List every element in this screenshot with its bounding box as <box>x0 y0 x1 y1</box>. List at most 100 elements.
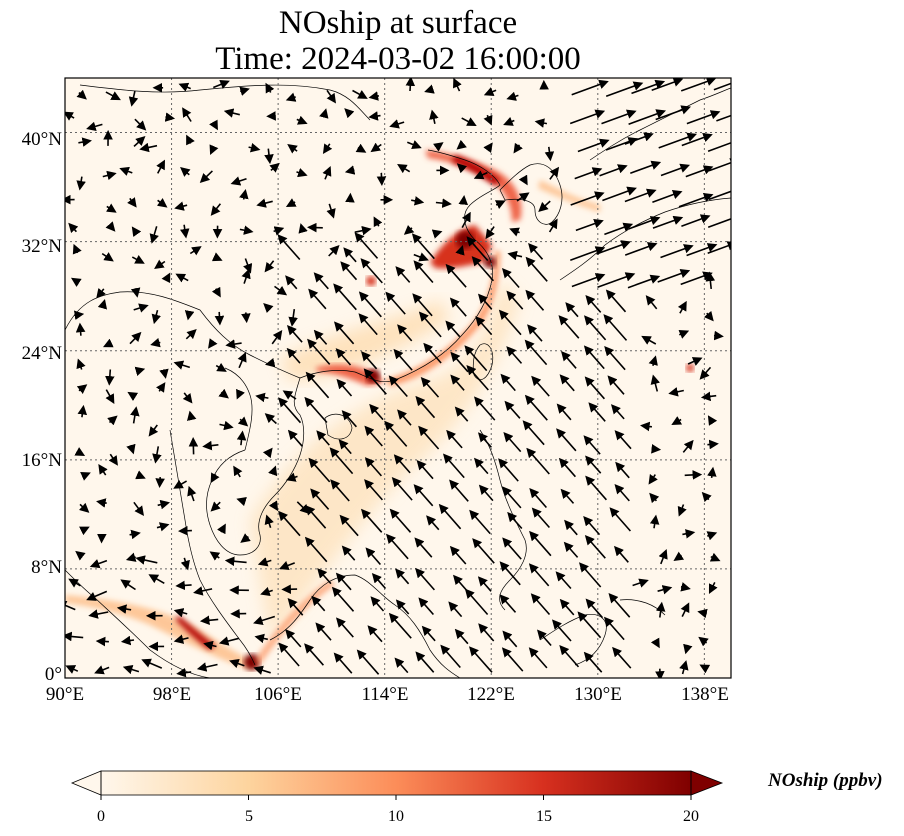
wind-arrow <box>556 428 577 452</box>
wind-arrow <box>254 633 268 644</box>
wind-arrow <box>328 245 340 257</box>
wind-arrow <box>122 664 140 675</box>
wind-arrow <box>450 374 465 391</box>
wind-arrow <box>500 373 516 392</box>
wind-arrow <box>70 277 82 287</box>
wind-arrow <box>131 255 145 264</box>
wind-arrow <box>421 625 436 642</box>
wind-arrow <box>624 242 658 256</box>
wind-arrow <box>706 531 718 541</box>
wind-arrow <box>570 191 605 206</box>
wind-arrow <box>574 167 603 180</box>
wind-arrow <box>120 635 135 646</box>
wind-arrow <box>413 252 429 262</box>
wind-arrow <box>236 388 245 400</box>
wind-arrow <box>393 454 411 474</box>
wind-arrow <box>240 533 251 543</box>
wind-arrow <box>196 662 218 672</box>
wind-arrow <box>385 533 409 560</box>
lon-tick-90e: 90°E <box>45 684 85 705</box>
wind-arrow <box>701 491 712 503</box>
title-line-2: Time: 2024-03-02 16:00:00 <box>215 41 581 77</box>
colorbar <box>70 770 724 800</box>
wind-arrow <box>385 291 406 315</box>
wind-arrow <box>403 224 415 235</box>
wind-arrow <box>559 374 575 392</box>
wind-arrow <box>668 387 684 397</box>
wind-arrow <box>577 611 602 639</box>
wind-arrow <box>65 631 84 642</box>
wind-arrow <box>571 79 609 96</box>
wind-arrow <box>571 273 606 288</box>
wind-arrow <box>655 105 692 121</box>
wind-arrow <box>282 390 297 400</box>
wind-arrow <box>395 599 410 615</box>
wind-arrow <box>296 115 308 125</box>
wind-arrow <box>371 572 387 590</box>
wind-arrow <box>211 286 221 298</box>
wind-arrow <box>233 465 243 478</box>
wind-arrow <box>313 329 328 345</box>
wind-arrow <box>239 225 254 235</box>
wind-arrow <box>257 557 272 567</box>
wind-arrow <box>352 89 368 99</box>
wind-arrow <box>473 396 496 421</box>
wind-arrow <box>210 203 222 216</box>
wind-arrow <box>335 348 352 366</box>
wind-arrow <box>130 287 141 298</box>
wind-arrow <box>370 596 385 612</box>
wind-arrow <box>326 89 337 104</box>
wind-arrow <box>412 293 433 317</box>
wind-arrow <box>199 615 219 626</box>
wind-arrow <box>445 263 467 288</box>
wind-arrow <box>418 425 440 450</box>
wind-arrow <box>128 90 139 107</box>
wind-arrow <box>483 87 497 97</box>
wind-arrow <box>360 351 378 370</box>
wind-arrow <box>285 472 298 482</box>
wind-arrow <box>223 108 240 118</box>
wind-arrow <box>180 167 191 177</box>
wind-arrow <box>415 567 436 591</box>
wind-arrow <box>677 504 687 517</box>
wind-arrow <box>614 430 632 450</box>
wind-arrow <box>558 315 580 339</box>
wind-arrow <box>397 324 413 342</box>
wind-arrow <box>684 470 703 480</box>
colorbar-label: NOship (ppbv) <box>768 770 883 791</box>
wind-arrow <box>501 267 520 289</box>
wind-arrow <box>528 243 544 260</box>
wind-arrow <box>322 143 333 155</box>
wind-arrow <box>120 579 136 591</box>
wind-arrow <box>405 78 416 92</box>
wind-arrow <box>678 192 714 208</box>
wind-arrow <box>413 260 434 284</box>
wind-arrow <box>76 384 88 394</box>
wind-arrow <box>78 137 92 147</box>
lat-tick-0: 0° <box>44 664 62 685</box>
wind-arrow <box>103 338 114 348</box>
wind-arrow <box>415 651 435 673</box>
wind-arrow <box>707 214 731 229</box>
wind-arrow <box>333 652 353 674</box>
wind-arrow <box>525 256 548 282</box>
wind-arrow <box>440 644 461 669</box>
wind-arrow <box>685 165 714 178</box>
wind-arrow <box>313 272 329 290</box>
wind-arrow <box>185 329 197 340</box>
wind-arrow <box>129 529 141 540</box>
wind-arrow <box>648 474 658 485</box>
wind-arrow <box>182 392 193 404</box>
wind-arrow <box>414 537 433 558</box>
wind-arrow <box>210 472 220 484</box>
lon-tick-138e: 138°E <box>681 684 729 705</box>
wind-arrow <box>107 415 118 426</box>
wind-arrow <box>446 429 463 449</box>
wind-arrow <box>208 338 218 349</box>
wind-arrow <box>308 288 327 310</box>
colorbar-extend-max <box>690 770 724 796</box>
wind-arrow <box>628 216 661 230</box>
wind-arrow <box>341 545 356 561</box>
wind-arrow <box>285 198 297 208</box>
wind-arrow <box>609 507 632 532</box>
